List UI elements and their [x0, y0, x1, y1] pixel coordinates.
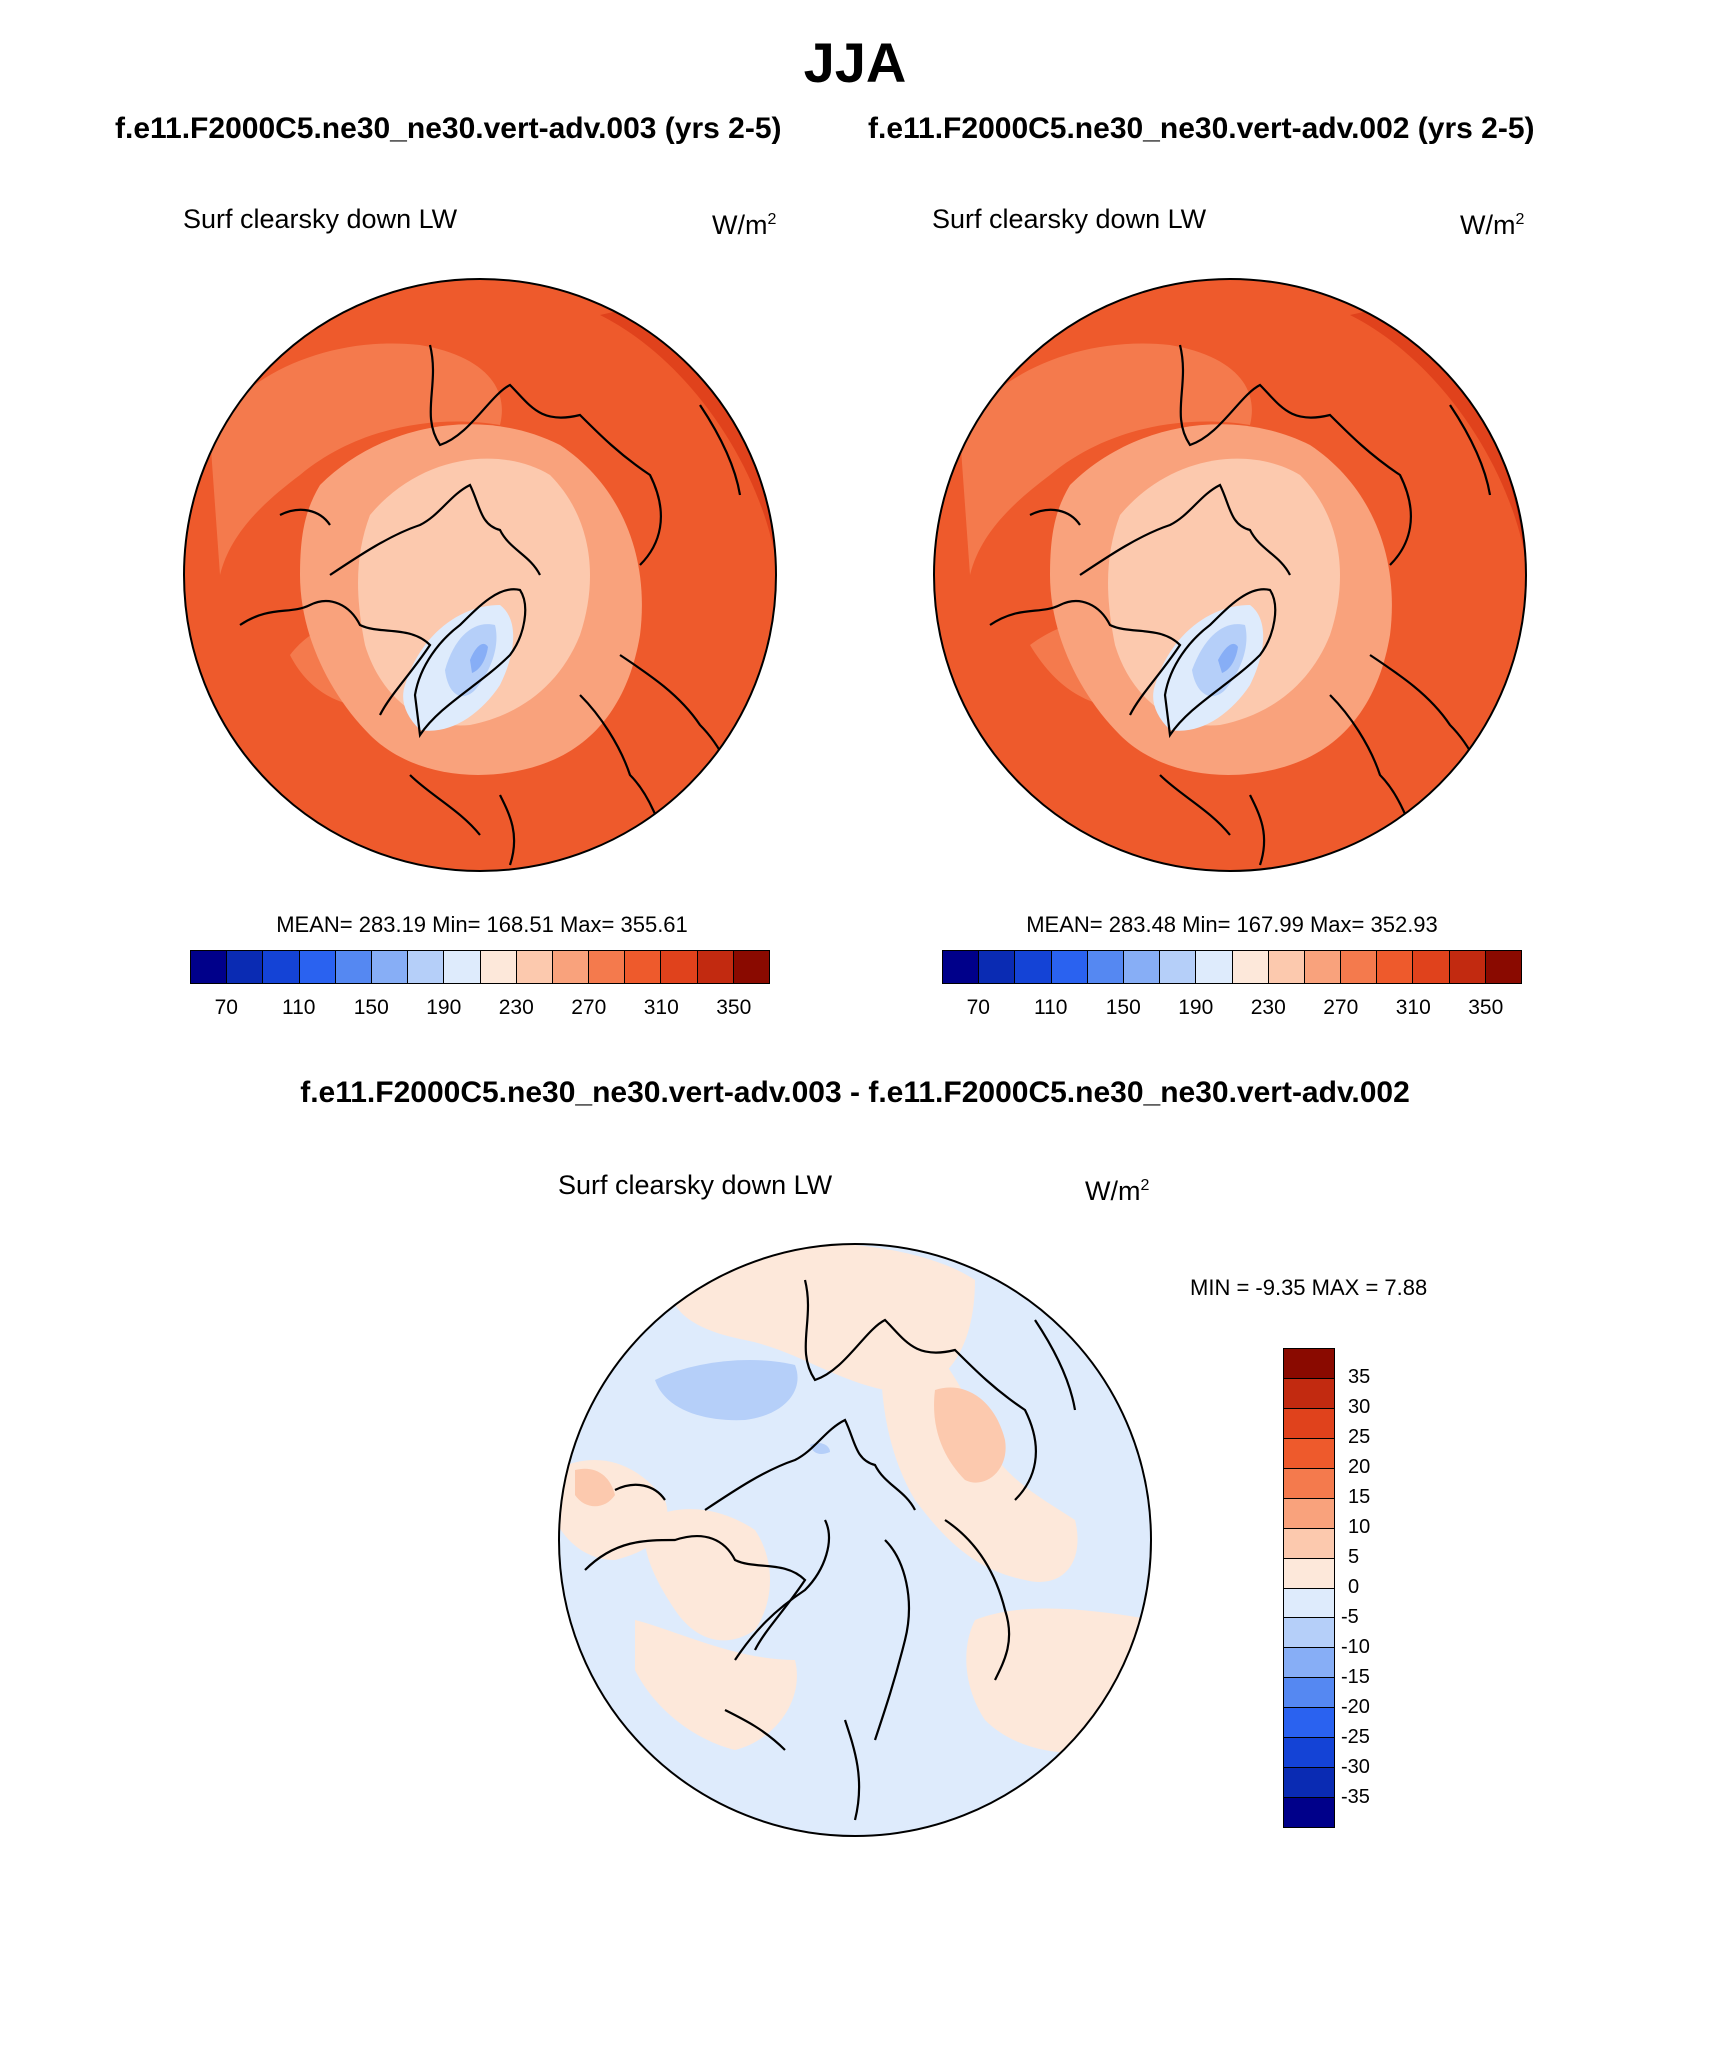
diff-min-max: MIN = -9.35 MAX = 7.88 [1190, 1275, 1428, 1300]
map-panel-diff [558, 1243, 1152, 1837]
colorbar-box [1304, 951, 1342, 983]
colorbar-box [1284, 1768, 1334, 1799]
colorbar-box [1284, 1349, 1334, 1379]
colorbar-box [1485, 951, 1521, 983]
panel-b-colorbar [942, 950, 1522, 984]
colorbar-box [1341, 951, 1378, 983]
colorbar-box [227, 951, 264, 983]
diff-units: W/m2 [1085, 1176, 1150, 1206]
colorbar-tick-label: 350 [716, 996, 752, 1019]
panel-a-stats: MEAN= 283.19 Min= 168.51 Max= 355.61 [276, 912, 688, 937]
colorbar-tick-label: 0 [1348, 1576, 1360, 1598]
colorbar-box [661, 951, 698, 983]
colorbar-tick-label: 110 [1034, 996, 1068, 1019]
colorbar-tick-label: 190 [1178, 996, 1214, 1019]
colorbar-tick-label: 350 [1468, 996, 1504, 1019]
colorbar-box [1284, 1588, 1334, 1619]
panel-b-units: W/m2 [1460, 210, 1525, 240]
colorbar-box [1284, 1378, 1334, 1409]
panel-a-colorbar [190, 950, 770, 984]
colorbar-tick-label: -10 [1341, 1636, 1370, 1658]
colorbar-box [263, 951, 300, 983]
colorbar-box [1232, 951, 1269, 983]
colorbar-tick-label: -35 [1341, 1786, 1370, 1808]
colorbar-tick-label: 230 [498, 996, 534, 1019]
colorbar-box [1268, 951, 1305, 983]
colorbar-tick-label: 190 [426, 996, 462, 1019]
colorbar-box [299, 951, 336, 983]
colorbar-tick-label: -15 [1341, 1666, 1370, 1688]
colorbar-tick-label: -20 [1341, 1696, 1370, 1718]
colorbar-tick-label: 230 [1250, 996, 1286, 1019]
colorbar-box [1413, 951, 1450, 983]
colorbar-box [1284, 1498, 1334, 1529]
colorbar-tick-label: 35 [1348, 1366, 1371, 1388]
colorbar-box [1284, 1438, 1334, 1469]
colorbar-box [1284, 1528, 1334, 1559]
map-panel-a [183, 278, 777, 872]
colorbar-tick-label: 150 [1105, 996, 1141, 1019]
colorbar-box [1377, 951, 1414, 983]
colorbar-box [1051, 951, 1088, 983]
colorbar-box [979, 951, 1016, 983]
colorbar-box [1284, 1678, 1334, 1709]
colorbar-box [1284, 1558, 1334, 1589]
colorbar-box [1449, 951, 1486, 983]
colorbar-box [1123, 951, 1161, 983]
colorbar-box [1284, 1648, 1334, 1679]
colorbar-box [1284, 1618, 1334, 1649]
colorbar-tick-label: 270 [1323, 996, 1359, 1019]
panel-b-variable: Surf clearsky down LW [932, 204, 1207, 234]
colorbar-box [1087, 951, 1124, 983]
map-panel-b [933, 278, 1527, 872]
panel-b-stats: MEAN= 283.48 Min= 167.99 Max= 352.93 [1026, 912, 1438, 937]
colorbar-box [444, 951, 481, 983]
case-a-title: f.e11.F2000C5.ne30_ne30.vert-adv.003 (yr… [115, 112, 782, 145]
colorbar-box [733, 951, 769, 983]
panel-a-variable: Surf clearsky down LW [183, 204, 458, 234]
colorbar-box [1284, 1408, 1334, 1439]
colorbar-tick-label: -30 [1341, 1756, 1370, 1778]
colorbar-box [1284, 1738, 1334, 1769]
colorbar-box [552, 951, 590, 983]
colorbar-tick-label: 15 [1348, 1486, 1371, 1508]
colorbar-box [516, 951, 553, 983]
colorbar-tick-label: 150 [353, 996, 389, 1019]
colorbar-box [335, 951, 372, 983]
colorbar-box [1284, 1708, 1334, 1739]
colorbar-box [1284, 1468, 1334, 1499]
colorbar-tick-label: -25 [1341, 1726, 1370, 1748]
colorbar-box [371, 951, 409, 983]
colorbar-box [1196, 951, 1233, 983]
colorbar-box [589, 951, 626, 983]
colorbar-box [625, 951, 662, 983]
panel-a-units: W/m2 [712, 210, 777, 240]
colorbar-tick-label: -5 [1341, 1606, 1359, 1628]
colorbar-box [1015, 951, 1052, 983]
colorbar-tick-label: 110 [282, 996, 316, 1019]
colorbar-tick-label: 5 [1348, 1546, 1360, 1568]
colorbar-tick-label: 30 [1348, 1396, 1371, 1418]
colorbar-box [697, 951, 734, 983]
colorbar-tick-label: 310 [643, 996, 679, 1019]
colorbar-tick-label: 20 [1348, 1456, 1371, 1478]
diff-variable: Surf clearsky down LW [558, 1170, 833, 1200]
colorbar-box [480, 951, 517, 983]
colorbar-box [1284, 1798, 1334, 1827]
case-b-title: f.e11.F2000C5.ne30_ne30.vert-adv.002 (yr… [868, 112, 1535, 145]
colorbar-box [1160, 951, 1197, 983]
colorbar-tick-label: 25 [1348, 1426, 1371, 1448]
figure-title: JJA [803, 31, 907, 94]
colorbar-box [408, 951, 445, 983]
colorbar-tick-label: 270 [571, 996, 607, 1019]
colorbar-tick-label: 310 [1395, 996, 1431, 1019]
colorbar-tick-label: 70 [214, 996, 238, 1019]
colorbar-tick-label: 10 [1348, 1516, 1371, 1538]
colorbar-tick-label: 70 [966, 996, 990, 1019]
diff-colorbar [1283, 1348, 1335, 1828]
colorbar-box [943, 951, 980, 983]
diff-title: f.e11.F2000C5.ne30_ne30.vert-adv.003 - f… [300, 1076, 1410, 1109]
colorbar-box [191, 951, 228, 983]
